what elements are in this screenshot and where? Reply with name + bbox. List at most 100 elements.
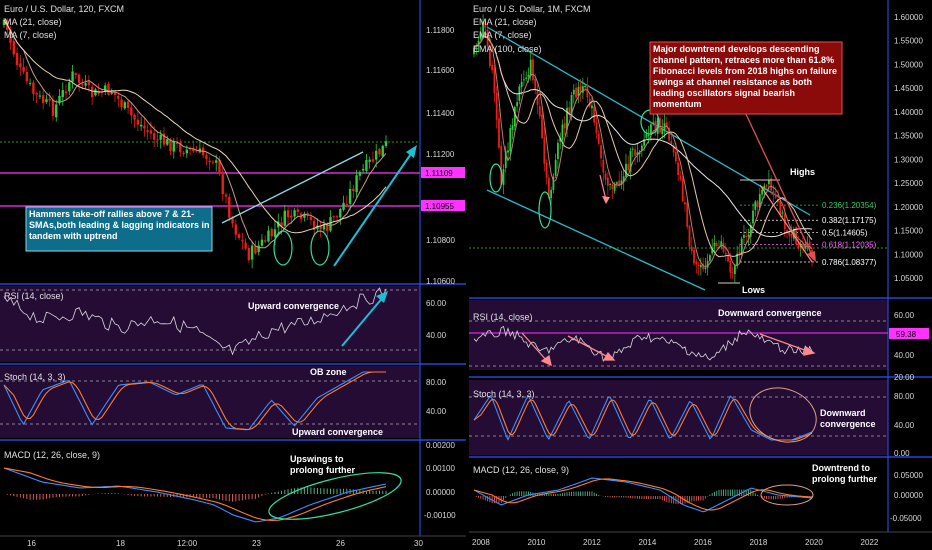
right-chart[interactable]: 0.236(1.20354) 0.382(1.17175) 0.5(1.14605)… <box>469 0 932 547</box>
left-candle-body <box>218 159 221 174</box>
right-candle-body <box>636 152 639 155</box>
left-candle-body <box>326 224 329 231</box>
left-stoch-note-top: OB zone <box>310 367 347 377</box>
left-candle-body <box>51 99 55 116</box>
left-candle-body <box>107 83 110 95</box>
left-stoch-d-line <box>3 371 386 431</box>
right-annotation-box <box>649 41 843 115</box>
right-candle-body <box>634 149 636 156</box>
right-low-ellipse-2 <box>538 191 552 229</box>
left-candle-body <box>195 150 198 152</box>
right-candle-body <box>593 106 596 123</box>
right-candle-body <box>749 224 752 237</box>
right-candle-body <box>770 178 773 191</box>
right-candle-body <box>491 64 494 71</box>
left-candle-body <box>175 142 179 144</box>
right-time-tick: 2018 <box>750 538 768 547</box>
left-annotation-text: Hammers take-off rallies above 7 & 21-SM… <box>29 209 210 241</box>
left-ma7-line <box>3 19 387 249</box>
right-candle-body <box>604 173 607 180</box>
right-candle-body <box>740 238 743 256</box>
right-candle-body <box>654 120 657 134</box>
right-candle-body <box>613 183 616 191</box>
right-fib-label: 0.236(1.20354) <box>822 201 877 210</box>
right-price-tick: 1.35000 <box>894 132 923 141</box>
right-candle-body <box>586 84 589 98</box>
right-macd-note: Downtrend to prolong further <box>812 463 877 484</box>
right-candle-body <box>697 264 700 267</box>
left-candle-body <box>182 152 185 155</box>
right-rsi-panel <box>469 300 888 370</box>
left-ma7-label: MA (7, close) <box>4 30 57 40</box>
right-candle-body <box>681 178 684 202</box>
right-candle-body <box>659 118 661 133</box>
left-candle-body <box>87 81 91 86</box>
left-candle-body <box>293 210 296 217</box>
right-candle-body <box>643 139 646 146</box>
right-stoch-panel <box>469 380 888 455</box>
right-rsi-arrowhead-3 <box>803 345 816 356</box>
right-candle-body <box>702 264 705 270</box>
left-candle-body <box>384 141 388 147</box>
left-candle-body <box>156 139 159 141</box>
left-candle-body <box>84 83 87 86</box>
right-candle-body <box>758 194 761 209</box>
right-fib-label: 0.786(1.08377) <box>822 258 877 267</box>
right-candle-body <box>738 251 741 255</box>
right-stoch-d-line <box>473 398 813 441</box>
right-price-tick: 1.50000 <box>894 60 923 69</box>
right-candle-body <box>606 177 609 186</box>
left-candle-body <box>45 99 48 103</box>
right-candle-body <box>711 247 714 254</box>
right-candle-body <box>541 114 543 139</box>
left-candle-body <box>146 130 149 133</box>
right-time-tick: 2014 <box>639 538 657 547</box>
left-macd-note: Upswings to prolong further <box>290 454 355 475</box>
right-candle-body <box>525 77 528 79</box>
left-candle-body <box>185 149 189 154</box>
right-macd-histogram <box>475 489 813 505</box>
left-price-tick: 1.11400 <box>426 109 455 118</box>
left-candle-body <box>208 160 211 163</box>
left-macd-note-line-2: prolong further <box>290 465 355 475</box>
right-candle-body <box>724 252 727 255</box>
right-candle-body <box>597 133 600 144</box>
right-candle-body <box>695 261 698 265</box>
left-macd-tick: 0.00100 <box>426 464 455 473</box>
left-stoch-label: Stoch (14, 3, 3) <box>4 372 66 382</box>
left-candle-body <box>48 98 51 101</box>
left-candle-body <box>228 197 231 218</box>
right-candle-body <box>720 241 723 247</box>
right-candle-body <box>790 234 793 238</box>
right-rsi-tick: 60.00 <box>894 311 915 320</box>
right-stoch-tick: 40.00 <box>894 421 915 430</box>
left-candle-body <box>378 148 381 155</box>
left-hammer-ellipse-1 <box>273 230 293 266</box>
right-ema7-label: EMA (7, close) <box>473 30 532 40</box>
right-rsi-tick: 40.00 <box>894 351 915 360</box>
right-candle-body <box>670 141 673 145</box>
left-chart[interactable]: Hammers take-off rallies above 7 & 21-SM… <box>0 0 466 548</box>
right-annotation-text: Major downtrend develops descending chan… <box>653 44 838 109</box>
right-candle-body <box>756 201 759 208</box>
right-candle-body <box>709 255 711 261</box>
right-candle-body <box>731 271 734 273</box>
right-candle-body <box>509 127 512 152</box>
left-candle-body <box>12 40 15 55</box>
right-highs-label: Highs <box>790 167 815 177</box>
left-candle-body <box>172 141 175 152</box>
left-hammer-ellipse-2 <box>310 230 330 266</box>
right-macd-tick: -0.05000 <box>890 514 922 523</box>
right-candle-body <box>772 191 775 196</box>
right-stoch-label: Stoch (14, 3, 3) <box>473 389 535 399</box>
left-candle-body <box>2 19 6 26</box>
right-candle-body <box>672 145 675 153</box>
right-ema100-label: EMA (100, close) <box>473 44 542 54</box>
right-candle-body <box>713 243 716 247</box>
right-rsi-badge-text: 59.38 <box>896 330 917 339</box>
right-candle-body <box>650 124 652 135</box>
left-macd-histogram <box>6 487 387 502</box>
right-rsi-arrowhead-1 <box>540 354 552 367</box>
left-time-tick: 16 <box>27 539 36 548</box>
right-candle-body <box>661 129 664 135</box>
